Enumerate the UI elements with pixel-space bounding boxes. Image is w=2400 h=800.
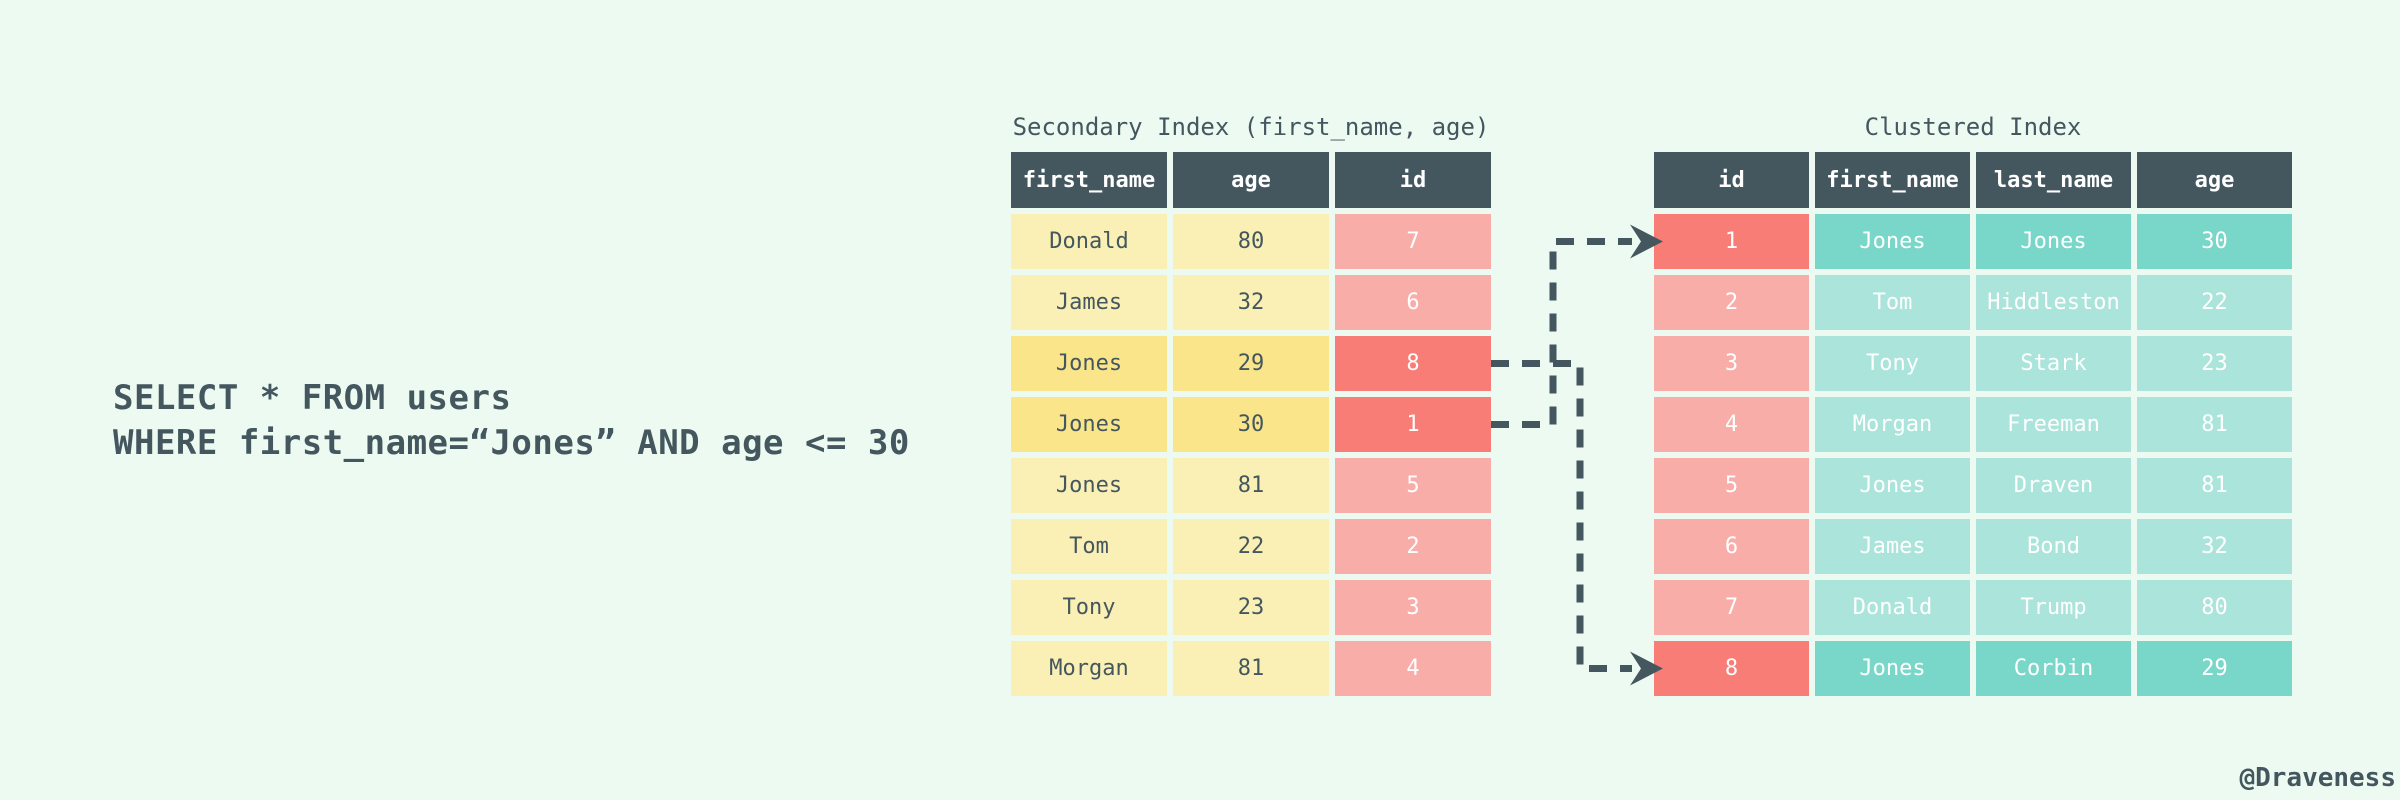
secondary-cell-first_name-row-6: Tom [1011, 519, 1167, 574]
clustered-cell-id-row-3: 3 [1654, 336, 1809, 391]
secondary-cell-age-row-8: 81 [1173, 641, 1329, 696]
secondary-cell-id-row-8: 4 [1335, 641, 1491, 696]
clustered-cell-id-row-2: 2 [1654, 275, 1809, 330]
clustered-index-table: Clustered Index id first_name last_name age… [1654, 112, 2292, 696]
secondary-cell-id-row-3: 8 [1335, 336, 1491, 391]
clustered-cell-first_name-row-8: Jones [1815, 641, 1970, 696]
secondary-cell-first_name-row-5: Jones [1011, 458, 1167, 513]
clustered-cell-age-row-7: 80 [2137, 580, 2292, 635]
clustered-cell-age-row-2: 22 [2137, 275, 2292, 330]
clustered-cell-first_name-row-2: Tom [1815, 275, 1970, 330]
clustered-column-header-age: age [2137, 152, 2292, 208]
secondary-cell-first_name-row-4: Jones [1011, 397, 1167, 452]
clustered-index-title: Clustered Index [1864, 113, 2082, 141]
clustered-cell-id-row-8: 8 [1654, 641, 1809, 696]
watermark: @Draveness [2239, 763, 2396, 793]
lookup-arrow-line-id-8 [1491, 360, 1632, 672]
secondary-cell-first_name-row-7: Tony [1011, 580, 1167, 635]
secondary-index-grid: first_name age id Donald 80 7 James 32 6 Jones 29 8… [1011, 152, 1491, 696]
clustered-cell-first_name-row-7: Donald [1815, 580, 1970, 635]
secondary-index-table: Secondary Index (first_name, age) first_… [1011, 112, 1491, 696]
secondary-column-header-age: age [1173, 152, 1329, 208]
clustered-cell-age-row-4: 81 [2137, 397, 2292, 452]
clustered-cell-age-row-1: 30 [2137, 214, 2292, 269]
secondary-column-header-id: id [1335, 152, 1491, 208]
secondary-cell-age-row-2: 32 [1173, 275, 1329, 330]
clustered-cell-last_name-row-6: Bond [1976, 519, 2131, 574]
secondary-column-header-first_name: first_name [1011, 152, 1167, 208]
secondary-cell-first_name-row-1: Donald [1011, 214, 1167, 269]
secondary-cell-first_name-row-8: Morgan [1011, 641, 1167, 696]
clustered-cell-last_name-row-4: Freeman [1976, 397, 2131, 452]
clustered-cell-first_name-row-3: Tony [1815, 336, 1970, 391]
clustered-cell-id-row-5: 5 [1654, 458, 1809, 513]
clustered-cell-last_name-row-7: Trump [1976, 580, 2131, 635]
lookup-arrow-line-id-1 [1491, 238, 1632, 428]
clustered-cell-last_name-row-8: Corbin [1976, 641, 2131, 696]
clustered-cell-age-row-8: 29 [2137, 641, 2292, 696]
clustered-cell-id-row-4: 4 [1654, 397, 1809, 452]
clustered-column-header-id: id [1654, 152, 1809, 208]
secondary-cell-id-row-4: 1 [1335, 397, 1491, 452]
secondary-cell-first_name-row-2: James [1011, 275, 1167, 330]
secondary-cell-age-row-3: 29 [1173, 336, 1329, 391]
clustered-cell-id-row-1: 1 [1654, 214, 1809, 269]
secondary-cell-id-row-2: 6 [1335, 275, 1491, 330]
clustered-cell-last_name-row-1: Jones [1976, 214, 2131, 269]
clustered-column-header-first_name: first_name [1815, 152, 1970, 208]
secondary-cell-age-row-5: 81 [1173, 458, 1329, 513]
clustered-cell-age-row-5: 81 [2137, 458, 2292, 513]
clustered-cell-first_name-row-1: Jones [1815, 214, 1970, 269]
secondary-cell-age-row-6: 22 [1173, 519, 1329, 574]
clustered-cell-last_name-row-5: Draven [1976, 458, 2131, 513]
secondary-cell-age-row-1: 80 [1173, 214, 1329, 269]
secondary-cell-id-row-5: 5 [1335, 458, 1491, 513]
secondary-cell-first_name-row-3: Jones [1011, 336, 1167, 391]
clustered-cell-id-row-7: 7 [1654, 580, 1809, 635]
clustered-cell-last_name-row-2: Hiddleston [1976, 275, 2131, 330]
clustered-cell-id-row-6: 6 [1654, 519, 1809, 574]
secondary-cell-age-row-4: 30 [1173, 397, 1329, 452]
clustered-index-grid: id first_name last_name age 1 Jones Jones 30 2 To… [1654, 152, 2292, 696]
clustered-column-header-last_name: last_name [1976, 152, 2131, 208]
sql-query: SELECT * FROM users WHERE first_name=“Jon… [113, 376, 910, 466]
clustered-cell-age-row-3: 23 [2137, 336, 2292, 391]
secondary-cell-id-row-7: 3 [1335, 580, 1491, 635]
secondary-cell-id-row-6: 2 [1335, 519, 1491, 574]
clustered-cell-last_name-row-3: Stark [1976, 336, 2131, 391]
clustered-cell-age-row-6: 32 [2137, 519, 2292, 574]
secondary-cell-id-row-1: 7 [1335, 214, 1491, 269]
sql-line-1: SELECT * FROM users [113, 378, 512, 418]
clustered-cell-first_name-row-6: James [1815, 519, 1970, 574]
secondary-cell-age-row-7: 23 [1173, 580, 1329, 635]
sql-line-2: WHERE first_name=“Jones” AND age <= 30 [113, 423, 910, 463]
secondary-index-title: Secondary Index (first_name, age) [1012, 113, 1490, 141]
clustered-cell-first_name-row-5: Jones [1815, 458, 1970, 513]
clustered-cell-first_name-row-4: Morgan [1815, 397, 1970, 452]
